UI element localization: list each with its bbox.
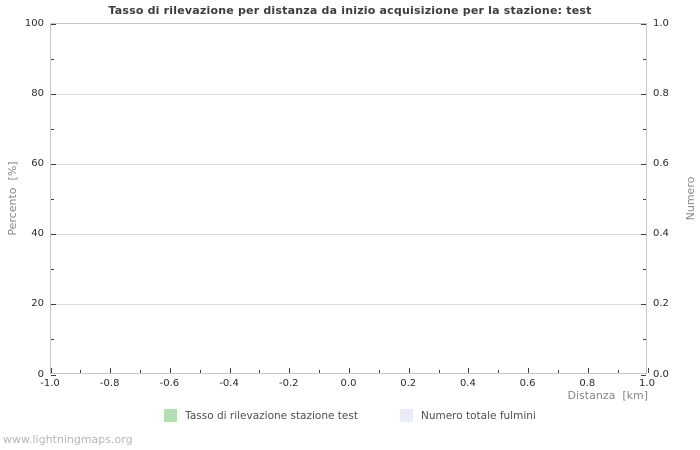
x-minor-tick-mark [140, 370, 142, 373]
x-tick-label: 0.8 [579, 378, 596, 389]
y-tick-mark [51, 23, 56, 25]
y-tick-label-right: 0.6 [653, 157, 669, 169]
y-tick-label-right: 0.0 [653, 368, 669, 380]
x-tick-mark [169, 368, 171, 373]
y-tick-mark [641, 304, 646, 306]
y-tick-mark [51, 234, 56, 236]
x-tick-label: -0.6 [159, 378, 180, 389]
y-tick-label-right: 0.2 [653, 298, 669, 310]
y-tick-mark [51, 93, 56, 95]
x-tick-mark [110, 368, 112, 373]
x-tick-label: -0.4 [219, 378, 239, 389]
x-minor-tick-mark [438, 370, 440, 373]
y-minor-tick-mark [51, 339, 54, 341]
y-tick-mark [641, 374, 646, 376]
x-tick-label: -1.0 [40, 378, 60, 389]
x-tick-mark [468, 368, 470, 373]
x-tick-mark [647, 368, 649, 373]
y-minor-tick-mark [51, 58, 54, 60]
x-tick-label: 0.2 [400, 378, 417, 389]
x-axis-label: Distanza [km] [567, 389, 648, 402]
y-tick-label-right: 0.4 [653, 228, 669, 240]
x-minor-tick-mark [498, 370, 500, 373]
x-tick-label: -0.2 [279, 378, 299, 389]
x-minor-tick-mark [319, 370, 321, 373]
gridline [51, 163, 646, 165]
x-tick-label: 0.6 [519, 378, 536, 389]
y-tick-label-right: 1.0 [653, 17, 669, 29]
y-minor-tick-mark [643, 58, 646, 60]
x-tick-mark [528, 368, 530, 373]
legend-swatch-icon [399, 409, 413, 422]
x-tick-mark [587, 368, 589, 373]
gridline [51, 234, 646, 236]
x-tick-label: 0.0 [340, 378, 357, 389]
x-minor-tick-mark [378, 370, 380, 373]
x-tick-mark [229, 368, 231, 373]
x-tick-mark [50, 368, 52, 373]
y-minor-tick-mark [643, 269, 646, 271]
watermark: www.lightningmaps.org [3, 433, 133, 446]
y-tick-label-right: 0.8 [653, 87, 669, 99]
y-tick-mark [51, 374, 56, 376]
y-tick-label-left: 0 [37, 368, 44, 380]
y-tick-mark [641, 23, 646, 25]
legend-swatch-icon [164, 409, 178, 422]
x-tick-label: 0.4 [459, 378, 476, 389]
y-minor-tick-mark [51, 199, 54, 200]
y-minor-tick-mark [643, 199, 646, 200]
y-tick-label-left: 60 [31, 157, 44, 169]
x-tick-mark [349, 368, 350, 373]
legend: Tasso di rilevazione stazione test Numero… [0, 409, 700, 422]
plot-area [50, 23, 649, 376]
y-minor-tick-mark [51, 269, 54, 271]
y-tick-label-left: 80 [31, 87, 44, 99]
x-minor-tick-mark [617, 370, 619, 373]
y-tick-mark [641, 163, 646, 165]
x-tick-label: -0.8 [99, 378, 120, 389]
y-minor-tick-mark [643, 128, 646, 130]
y-tick-label-left: 20 [31, 298, 44, 310]
y-tick-label-left: 40 [31, 228, 44, 240]
x-tick-label: 1.0 [639, 378, 655, 389]
x-minor-tick-mark [557, 370, 559, 373]
x-minor-tick-mark [199, 370, 201, 373]
y-minor-tick-mark [51, 128, 54, 130]
x-minor-tick-mark [259, 370, 261, 373]
x-tick-mark [289, 368, 291, 373]
y-axis-label-right: Numero [684, 176, 697, 221]
legend-item: Numero totale fulmini [399, 409, 536, 422]
y-minor-tick-mark [643, 339, 646, 341]
gridline [51, 304, 646, 306]
y-axis-label-left: Percento [%] [6, 161, 19, 236]
x-tick-mark [408, 368, 410, 373]
x-minor-tick-mark [80, 370, 82, 373]
y-tick-label-left: 100 [24, 17, 44, 29]
y-tick-mark [641, 93, 646, 95]
legend-item: Tasso di rilevazione stazione test [164, 409, 358, 422]
y-tick-mark [51, 163, 56, 165]
legend-item-label: Tasso di rilevazione stazione test [185, 409, 358, 422]
legend-item-label: Numero totale fulmini [420, 409, 536, 422]
chart-title: Tasso di rilevazione per distanza da ini… [108, 4, 592, 17]
y-tick-mark [51, 304, 56, 306]
y-tick-mark [641, 234, 646, 236]
gridline [51, 93, 646, 95]
